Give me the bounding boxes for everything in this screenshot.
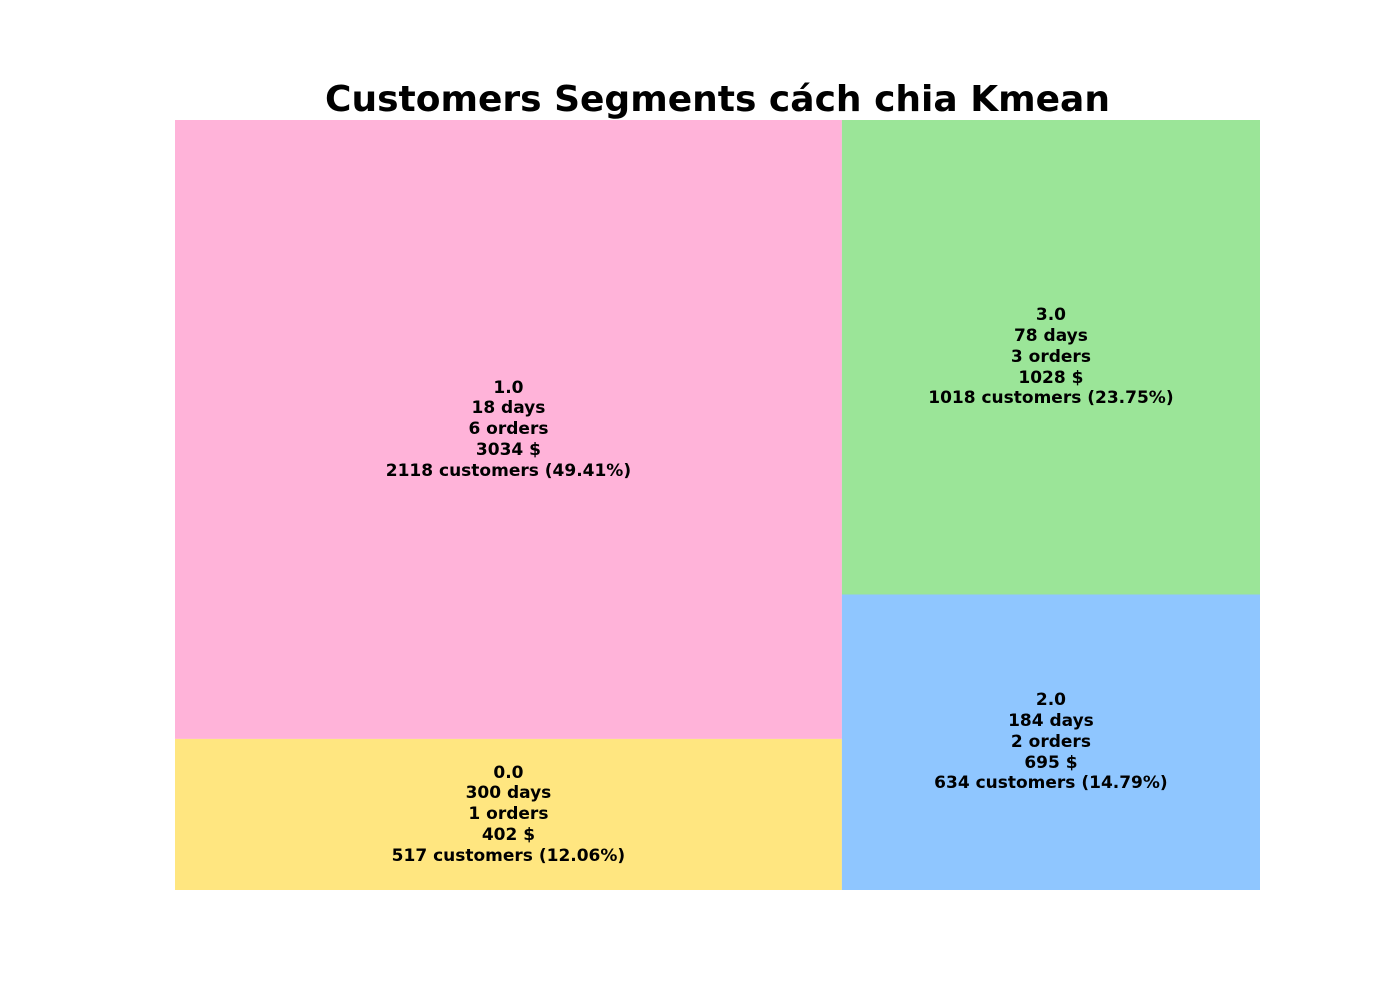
treemap-tile-1-0 <box>175 120 842 739</box>
chart-title: Customers Segments cách chia Kmean <box>325 79 1110 120</box>
treemap-tile-2-0 <box>841 594 1260 890</box>
treemap-tile-0-0 <box>175 738 842 890</box>
treemap-plot: 1.0 18 days 6 orders 3034 $2118 customers (… <box>175 120 1260 890</box>
treemap-svg <box>175 120 1260 890</box>
treemap-tile-3-0 <box>841 120 1260 595</box>
